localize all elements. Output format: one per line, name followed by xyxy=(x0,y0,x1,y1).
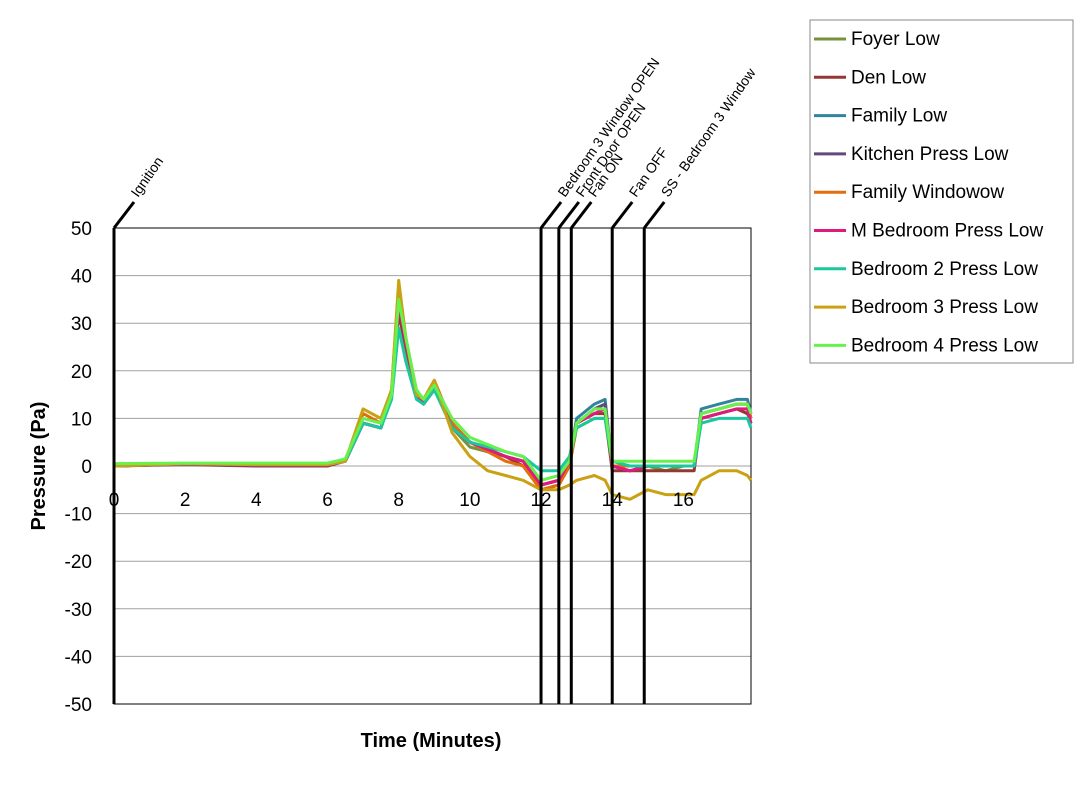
legend-items: Foyer Low Den Low Family Low Kitchen Press … xyxy=(814,29,1043,356)
legend: Foyer Low Den Low Family Low Kitchen Press … xyxy=(809,19,1074,364)
y-tick-label: 30 xyxy=(71,314,92,335)
x-tick-label: 6 xyxy=(322,490,333,511)
legend-label: Bedroom 2 Press Low xyxy=(851,259,1038,280)
x-axis-ticks: 0 2 4 6 8 10 12 14 16 xyxy=(109,490,694,511)
y-tick-label: -40 xyxy=(65,647,92,668)
x-axis-title: Time (Minutes) xyxy=(361,730,502,752)
x-tick-label: 16 xyxy=(673,490,694,511)
legend-label: M Bedroom Press Low xyxy=(851,221,1043,242)
legend-label: Den Low xyxy=(851,67,926,88)
x-tick-label: 8 xyxy=(393,490,404,511)
legend-box xyxy=(809,19,1074,364)
legend-label: Family Low xyxy=(851,106,947,127)
series-lines xyxy=(113,278,753,501)
legend-label: Bedroom 3 Press Low xyxy=(851,297,1038,318)
series-line xyxy=(113,307,753,487)
x-tick-label: 10 xyxy=(459,490,480,511)
event-leader xyxy=(611,201,634,229)
x-tick-label: 0 xyxy=(109,490,120,511)
legend-label: Bedroom 4 Press Low xyxy=(851,335,1038,356)
legend-label: Kitchen Press Low xyxy=(851,144,1009,165)
event-label: SS - Bedroom 3 Window xyxy=(658,64,760,199)
event-leader xyxy=(112,201,136,229)
x-tick-label: 4 xyxy=(251,490,262,511)
y-tick-label: 10 xyxy=(71,409,92,430)
y-tick-label: 20 xyxy=(71,362,92,383)
y-tick-label: -30 xyxy=(65,600,92,621)
event-leader xyxy=(570,201,593,229)
y-tick-label: 50 xyxy=(71,219,92,240)
y-axis-title: Pressure (Pa) xyxy=(28,402,50,531)
y-tick-label: -50 xyxy=(65,695,92,716)
event-label: Ignition xyxy=(127,154,166,200)
legend-label: Family Windowow xyxy=(851,182,1004,203)
event-leader xyxy=(539,201,563,229)
event-leader xyxy=(643,201,666,229)
event-leader xyxy=(557,201,581,229)
y-axis-ticks: 50 40 30 20 10 0 -10 -20 -30 -40 -50 xyxy=(65,219,92,716)
legend-label: Foyer Low xyxy=(851,29,940,50)
y-tick-label: 0 xyxy=(81,457,92,478)
series-line xyxy=(113,278,753,501)
y-tick-label: -10 xyxy=(65,505,92,526)
y-tick-label: -20 xyxy=(65,552,92,573)
y-tick-label: 40 xyxy=(71,267,92,288)
x-tick-label: 14 xyxy=(602,490,624,511)
series-line xyxy=(113,326,753,473)
x-tick-label: 12 xyxy=(530,490,551,511)
x-tick-label: 2 xyxy=(180,490,191,511)
series-line xyxy=(113,297,753,482)
